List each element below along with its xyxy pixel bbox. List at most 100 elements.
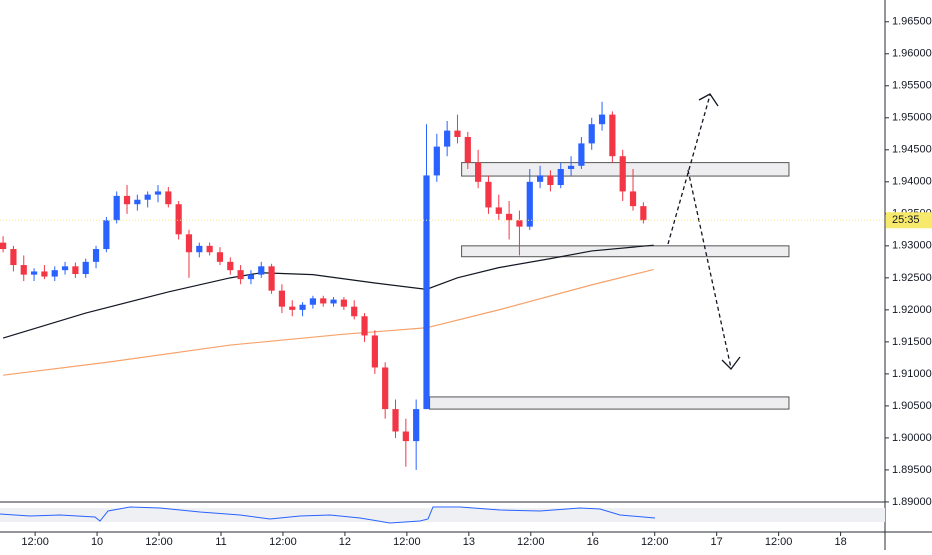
x-tick-label: 12:00	[517, 536, 545, 548]
candle-body	[433, 146, 440, 176]
candle-body	[619, 156, 626, 192]
candle-body	[413, 409, 420, 442]
x-tick-label: 13	[463, 536, 475, 548]
candle-body	[351, 306, 358, 317]
candle-body	[320, 298, 327, 304]
candle-body	[475, 162, 482, 182]
candle-body	[526, 181, 533, 227]
candle-body	[423, 175, 430, 410]
candle-body	[237, 270, 244, 280]
x-tick-label: 17	[711, 536, 723, 548]
y-tick-label: 1.93000	[892, 240, 932, 252]
candle-body	[103, 220, 110, 250]
candle-body	[92, 249, 100, 262]
y-tick-label: 1.90500	[892, 400, 932, 412]
candle-body	[258, 266, 265, 275]
x-tick-label: 16	[587, 536, 599, 548]
candle-body	[299, 304, 306, 310]
candle-body	[309, 298, 316, 305]
y-tick-label: 1.89000	[892, 496, 932, 508]
candle-body	[10, 249, 17, 266]
candle-body	[216, 252, 224, 262]
candle-body	[72, 266, 79, 275]
candle-body	[402, 431, 409, 442]
arrow-down-head	[721, 356, 741, 370]
candle-body	[278, 290, 286, 307]
x-tick-label: 12:00	[641, 536, 669, 548]
x-tick-label: 12	[339, 536, 351, 548]
candle-body	[227, 261, 234, 271]
candle-body	[289, 306, 296, 310]
x-tick-label: 10	[91, 536, 103, 548]
y-tick-label: 1.96500	[892, 16, 932, 28]
candle-body	[113, 195, 120, 221]
candle-body	[123, 195, 131, 205]
candle-body	[30, 271, 38, 275]
candle-body	[567, 165, 575, 170]
candle-body	[196, 245, 203, 253]
candle-body	[134, 199, 141, 205]
y-tick-label: 1.90000	[892, 432, 932, 444]
x-tick-label: 12:00	[269, 536, 297, 548]
candle-body	[536, 175, 544, 182]
candle-body	[0, 242, 7, 250]
candle-body	[392, 409, 399, 432]
candle-body	[20, 265, 27, 275]
zone	[461, 245, 790, 258]
x-tick-label: 11	[215, 536, 226, 548]
candle-body	[41, 271, 48, 277]
y-tick-label: 1.95000	[892, 112, 932, 124]
candle-body	[206, 245, 213, 253]
candle-body	[640, 206, 647, 221]
candle-body	[330, 299, 337, 304]
x-tick-label: 12:00	[21, 536, 49, 548]
moving-average	[3, 268, 654, 376]
candle-body	[598, 114, 606, 125]
y-tick-label: 1.91500	[892, 336, 932, 348]
x-tick-label: 12:00	[393, 536, 421, 548]
candle-body	[268, 266, 275, 291]
candle-body	[175, 204, 182, 235]
candle-body	[464, 137, 471, 163]
candle-body	[547, 175, 554, 186]
x-tick-label: 12:00	[765, 536, 793, 548]
candle-body	[609, 114, 616, 157]
candle-body	[371, 335, 378, 368]
candle-body	[154, 191, 162, 195]
y-tick-label: 1.89500	[892, 464, 932, 476]
candle-body	[51, 270, 58, 277]
projection-arrows	[667, 93, 741, 370]
candle-body	[485, 181, 492, 208]
arrow-up	[667, 94, 711, 245]
last-price-box	[886, 212, 932, 229]
candle-body	[61, 266, 69, 271]
indicator-line	[0, 506, 656, 524]
candle-body	[82, 261, 89, 275]
arrow-down	[687, 169, 732, 369]
zone	[429, 396, 790, 410]
plot-area	[0, 101, 790, 470]
candle-body	[340, 299, 347, 307]
candle-body	[557, 169, 564, 186]
y-tick-label: 1.92500	[892, 272, 932, 284]
candle-body	[165, 191, 172, 205]
candle-body	[361, 316, 368, 336]
candle-body	[578, 143, 585, 166]
candle-body	[185, 234, 193, 253]
candle-body	[382, 367, 389, 410]
moving-average	[2, 244, 654, 339]
countdown: 25:35	[892, 214, 920, 226]
candle-body	[506, 213, 513, 221]
y-tick-label: 1.92000	[892, 304, 932, 316]
y-tick-label: 1.94000	[892, 176, 932, 188]
x-tick-label: 18	[834, 536, 846, 548]
candle-body	[454, 130, 461, 138]
y-tick-label: 1.94500	[892, 144, 932, 156]
y-tick-label: 1.96000	[892, 48, 932, 60]
indicator-band	[0, 508, 885, 522]
candle-body	[588, 124, 595, 144]
x-tick-label: 12:00	[145, 536, 173, 548]
candle-body	[516, 220, 523, 227]
candle-body	[144, 194, 151, 200]
